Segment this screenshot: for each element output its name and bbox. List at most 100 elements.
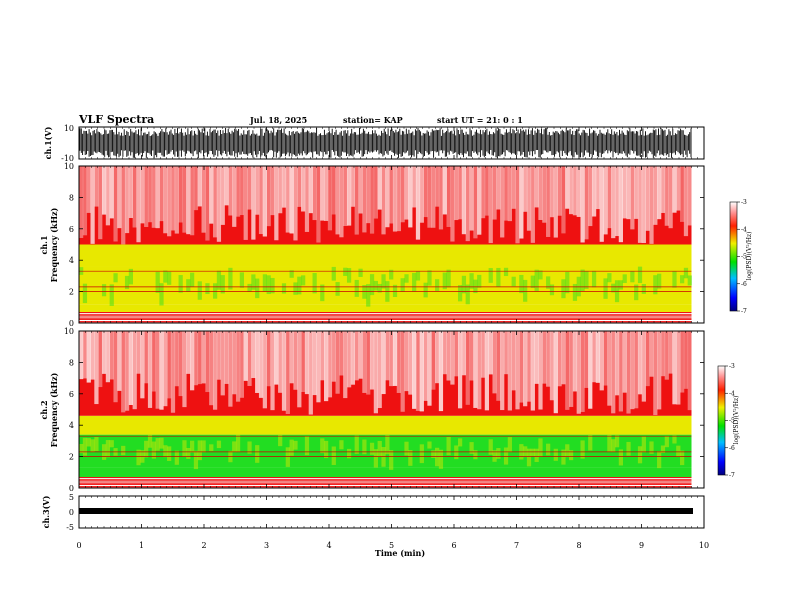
spectrogram-speckle (672, 166, 677, 213)
spectrogram-speckle (243, 166, 248, 240)
spectrogram-speckle (324, 331, 329, 402)
spectrogram-speckle (369, 274, 375, 296)
spectrogram-speckle (235, 434, 241, 452)
ch2-colorbar: -3 -4 -5 -6 -7 log(PSD)(V²/Hz) (717, 363, 740, 479)
spectrogram-speckle (630, 166, 635, 230)
spectrogram-speckle (412, 166, 417, 208)
spectrogram-speckle (591, 166, 597, 217)
spectrogram-speckle (151, 441, 156, 459)
spectrogram-speckle (228, 331, 233, 407)
x-tick-label: 8 (576, 541, 581, 550)
spectrogram-speckle (320, 166, 325, 221)
spectrogram-speckle (526, 448, 532, 467)
spectrogram-speckle (546, 331, 551, 387)
spectrogram-speckle (220, 166, 225, 225)
spectrogram-speckle (201, 440, 206, 453)
spectrogram-speckle (358, 268, 363, 277)
spectrogram-speckle (369, 442, 375, 455)
spectrogram-ytick-label: 8 (69, 358, 74, 367)
spectrogram-speckle (446, 269, 451, 288)
spectrogram-speckle (641, 436, 646, 453)
x-tick-label: 10 (699, 541, 709, 550)
spectrogram-speckle (392, 331, 398, 386)
spectrogram-speckle (255, 278, 260, 299)
spectrogram-speckle (614, 331, 620, 396)
spectrogram-speckle (561, 331, 566, 385)
x-tick-label: 2 (201, 541, 206, 550)
ch1-waveform-panel: 10 -10 ch.1(V) (43, 124, 705, 163)
ch1-spectrogram-panel: 0 2 4 6 8 10 ch.1 Frequency (kHz) (39, 162, 705, 328)
spectrogram-speckle (301, 275, 306, 286)
spectrogram-speckle (247, 283, 252, 292)
x-tick-label: 4 (326, 541, 331, 550)
spectrogram-speckle (82, 166, 88, 236)
spectrogram-speckle (124, 166, 130, 234)
spectrogram-speckle (140, 166, 145, 224)
spectrogram-speckle (366, 284, 371, 307)
spectrogram-speckle (523, 279, 528, 302)
spectrogram-speckle (331, 446, 336, 465)
ch1-spectrogram-image (79, 166, 692, 323)
spectrogram-speckle (381, 274, 386, 289)
spectrogram-speckle (672, 331, 677, 405)
spectrogram-ytick-label: 2 (69, 288, 74, 297)
spectrogram-speckle (124, 331, 130, 411)
spectrogram-speckle (469, 331, 474, 381)
spectrogram-speckle (465, 331, 470, 405)
spectrogram-speckle (561, 449, 566, 465)
spectrogram-speckle (588, 166, 593, 227)
spectrogram-speckle (101, 166, 107, 215)
spectrogram-speckle (657, 451, 662, 469)
spectrogram-speckle (281, 283, 287, 294)
spectrogram-speckle (197, 440, 202, 461)
spectrogram-speckle (278, 331, 283, 393)
spectrogram-band (79, 467, 692, 478)
spectrogram-speckle (419, 444, 424, 464)
spectrogram-speckle (588, 331, 593, 409)
spectrogram-speckle (511, 276, 516, 287)
spectrogram-speckle (488, 331, 493, 375)
spectrogram-speckle (415, 331, 421, 411)
spectrogram-speckle (385, 166, 390, 228)
spectrogram-speckle (350, 331, 356, 385)
spectrogram-speckle (354, 331, 359, 381)
spectrogram-speckle (488, 166, 493, 244)
spectrogram-speckle (492, 331, 497, 394)
spectrogram-speckle (396, 166, 401, 232)
spectrogram-speckle (618, 280, 623, 290)
spectrogram-speckle (144, 331, 149, 384)
spectrogram-speckle (473, 166, 478, 239)
spectrogram-speckle (373, 449, 378, 468)
spectrogram-speckle (354, 166, 359, 235)
spectrogram-speckle (668, 166, 673, 229)
spectrogram-speckle (186, 331, 191, 374)
spectrogram-speckle (496, 448, 501, 459)
spectrogram-speckle (637, 446, 643, 464)
spectrogram-speckle (607, 166, 612, 229)
spectrogram-speckle (400, 278, 405, 292)
spectrogram-speckle (576, 166, 581, 217)
spectrogram-speckle (438, 449, 444, 469)
spectrogram-speckle (327, 331, 333, 398)
spectrogram-speckle (350, 166, 356, 207)
spectrogram-speckle (607, 273, 612, 283)
spectrogram-speckle (618, 166, 623, 243)
spectrogram-speckle (144, 166, 149, 227)
spectrogram-speckle (400, 166, 405, 223)
spectrogram-speckle (373, 280, 378, 291)
spectrogram-speckle (446, 166, 451, 227)
spectrogram-speckle (224, 166, 229, 206)
spectrogram-speckle (576, 331, 581, 414)
spectrogram-speckle (216, 440, 222, 449)
spectrogram-speckle (542, 166, 547, 223)
spectrogram-speckle (649, 331, 654, 377)
spectrogram-speckle (128, 331, 133, 406)
spectrogram-speckle (645, 331, 650, 387)
spectrogram-speckle (515, 166, 520, 244)
spectrogram-speckle (289, 166, 294, 234)
spectrogram-speckle (454, 331, 459, 377)
spectrogram-speckle (469, 166, 474, 231)
spectrogram-speckle (182, 166, 187, 233)
spectrogram-speckle (676, 331, 681, 405)
spectrogram-speckle (239, 166, 245, 216)
